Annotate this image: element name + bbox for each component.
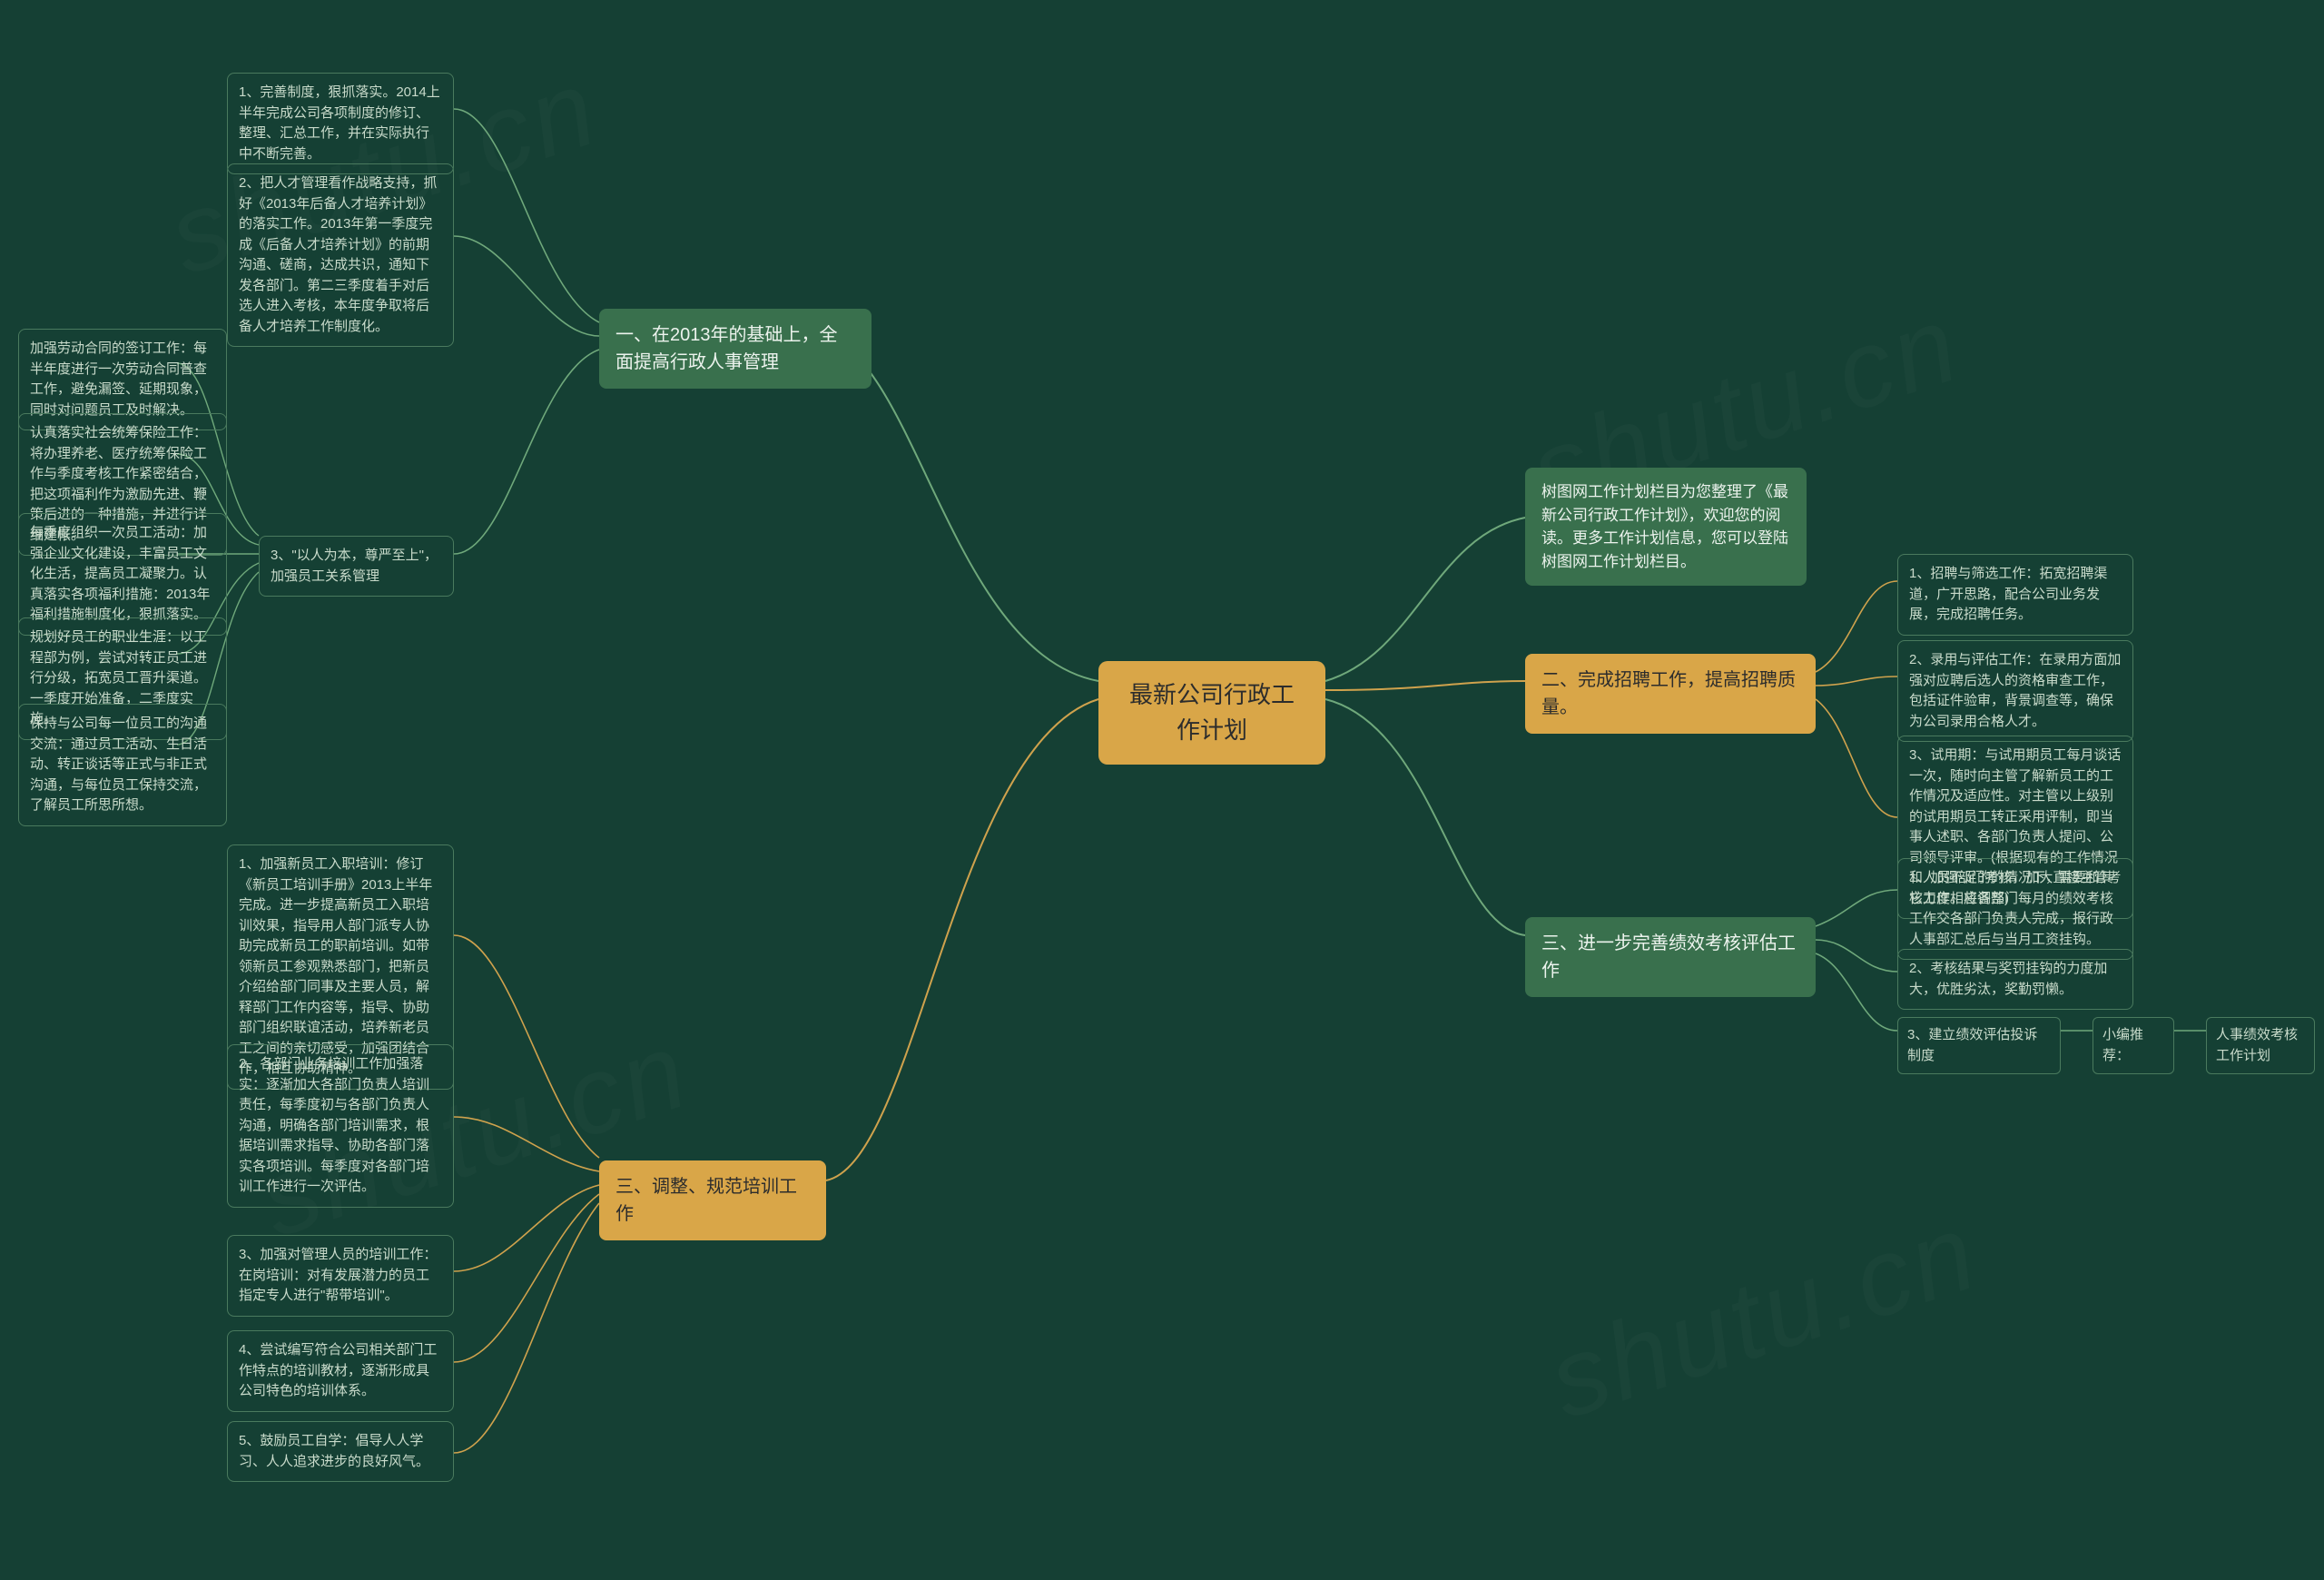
intro-node: 树图网工作计划栏目为您整理了《最新公司行政工作计划》，欢迎您的阅读。更多工作计划… [1525, 468, 1807, 586]
s1-item-2: 2、把人才管理看作战略支持，抓好《2013年后备人才培养计划》的落实工作。201… [227, 163, 454, 347]
s1-s3-leaf-5: 保持与公司每一位员工的沟通交流：通过员工活动、生日活动、转正谈话等正式与非正式沟… [18, 704, 227, 826]
s3r-item-3: 3、建立绩效评估投诉制度 [1897, 1017, 2061, 1074]
watermark: shutu.cn [1535, 1188, 1994, 1443]
s3r-rec-label: 小编推荐： [2093, 1017, 2174, 1074]
s4-item-2: 2、各部门业务培训工作加强落实：逐渐加大各部门负责人培训责任，每季度初与各部门负… [227, 1044, 454, 1208]
root-node[interactable]: 最新公司行政工作计划 [1098, 661, 1325, 765]
branch-s1[interactable]: 一、在2013年的基础上，全面提高行政人事管理 [599, 309, 872, 389]
s1-item-1: 1、完善制度，狠抓落实。2014上半年完成公司各项制度的修订、整理、汇总工作，并… [227, 73, 454, 174]
s4-item-5: 5、鼓励员工自学：倡导人人学习、人人追求进步的良好风气。 [227, 1421, 454, 1482]
branch-s3r[interactable]: 三、进一步完善绩效考核评估工作 [1525, 917, 1816, 997]
s4-item-3: 3、加强对管理人员的培训工作：在岗培训：对有发展潜力的员工指定专人进行"帮带培训… [227, 1235, 454, 1317]
s1-item-3: 3、"以人为本，尊严至上"，加强员工关系管理 [259, 536, 454, 597]
s2-item-1: 1、招聘与筛选工作：拓宽招聘渠道，广开思路，配合公司业务发展，完成招聘任务。 [1897, 554, 2133, 636]
s3r-item-1: 1、加强部门考核，加大直接主管考核力度。将各部门每月的绩效考核工作交各部门负责人… [1897, 858, 2133, 960]
branch-s2[interactable]: 二、完成招聘工作，提高招聘质量。 [1525, 654, 1816, 734]
s3r-item-2: 2、考核结果与奖罚挂钩的力度加大，优胜劣汰，奖勤罚懒。 [1897, 949, 2133, 1010]
branch-s4[interactable]: 三、调整、规范培训工作 [599, 1160, 826, 1240]
s3r-rec-item[interactable]: 人事绩效考核工作计划 [2206, 1017, 2315, 1074]
s2-item-2: 2、录用与评估工作：在录用方面加强对应聘后选人的资格审查工作，包括证件验审，背景… [1897, 640, 2133, 742]
s4-item-4: 4、尝试编写符合公司相关部门工作特点的培训教材，逐渐形成具公司特色的培训体系。 [227, 1330, 454, 1412]
